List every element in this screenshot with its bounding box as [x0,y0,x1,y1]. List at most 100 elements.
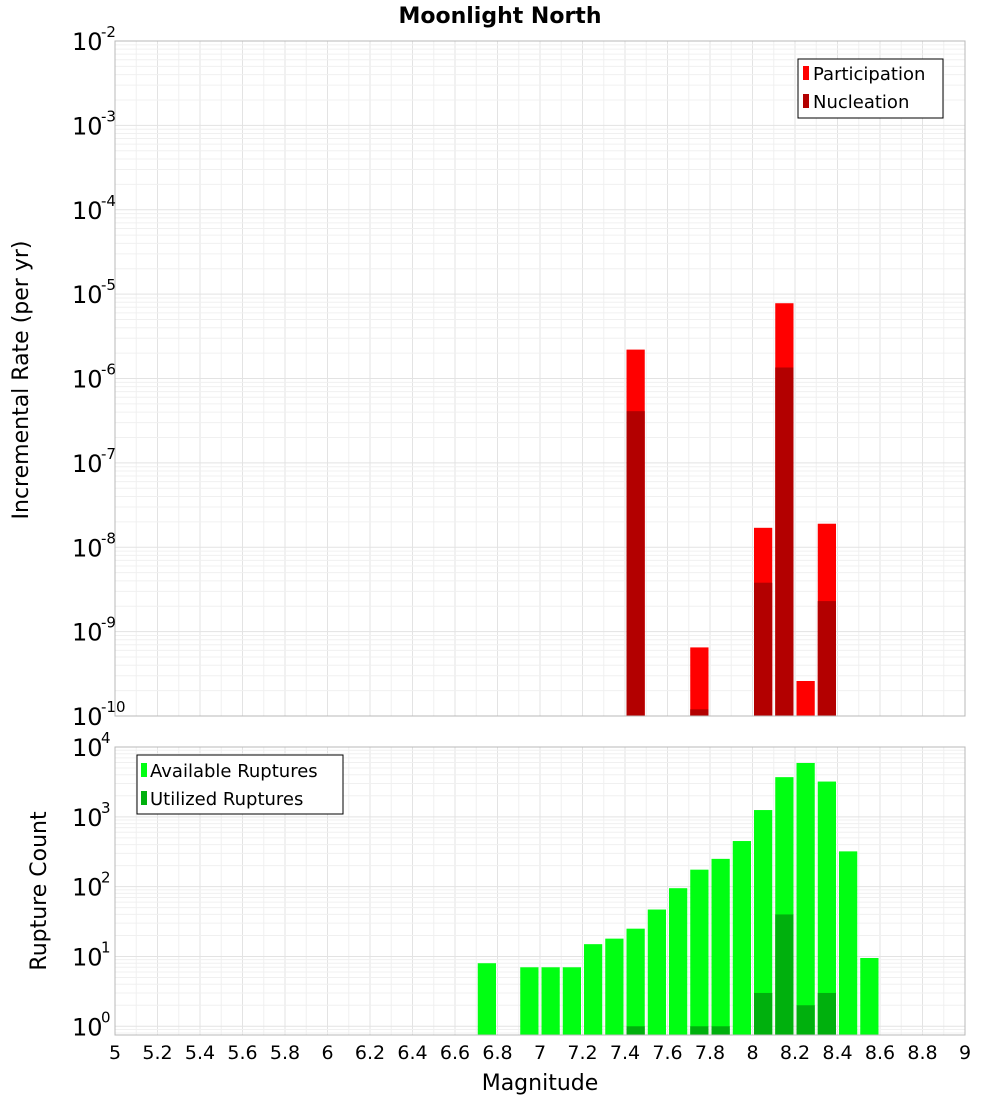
count-bar-utilized-ruptures [690,1026,709,1035]
available-legend-label: Available Ruptures [150,761,318,782]
y-tick-exponent: -9 [101,614,116,632]
participation-legend-swatch [803,66,809,80]
x-tick-label: 6.2 [355,1042,385,1064]
count-bar-available-ruptures [860,958,879,1035]
utilized-legend-swatch [141,791,147,805]
y-tick-exponent: -8 [101,529,116,547]
x-tick-label: 7.2 [567,1042,597,1064]
y-tick-label: 10 [72,197,103,225]
rate-bar-participation [690,647,709,716]
count-bar-available-ruptures [817,781,836,1035]
x-ticks: 5 5.2 5.4 5.6 5.8 6 6.2 6.4 6.6 6.8 7 7.2 7.4 7.6 7.8 8… [109,1042,971,1064]
count-bar-available-ruptures [690,869,709,1035]
count-bar-utilized-ruptures [711,1026,730,1035]
x-tick-label: 7.4 [610,1042,640,1064]
y-tick-label: 10 [72,366,103,394]
x-tick-label: 5.4 [185,1042,215,1064]
y-tick-label: 10 [72,804,103,832]
y-tick-label: 10 [72,450,103,478]
count-bar-available-ruptures [520,967,539,1035]
x-tick-label: 5 [109,1042,121,1064]
nucleation-legend-label: Nucleation [813,92,909,113]
count-bar-available-ruptures [754,810,773,1035]
count-bar-utilized-ruptures [796,1005,815,1035]
participation-legend-label: Participation [813,64,925,85]
rate-grid [114,40,966,717]
x-tick-label: 6.6 [440,1042,470,1064]
count-bars [477,762,879,1035]
y-tick-exponent: -7 [101,445,116,463]
rate-bar-nucleation [817,601,836,716]
y-tick-exponent: -2 [101,23,116,41]
y-tick-label: 10 [72,943,103,971]
count-bar-utilized-ruptures [754,992,773,1035]
count-bar-available-ruptures [477,963,496,1035]
rate-legend: Participation Nucleation [797,58,944,119]
count-bar-available-ruptures [562,967,581,1035]
y-tick-label: 10 [72,619,103,647]
count-bar-available-ruptures [796,762,815,1035]
count-bar-available-ruptures [626,928,645,1035]
y-tick-exponent: -10 [101,698,126,716]
x-tick-label: 8.4 [822,1042,852,1064]
nucleation-legend-swatch [803,94,809,108]
y-tick-label: 10 [72,28,103,56]
x-tick-label: 8 [746,1042,758,1064]
count-plot-frame [114,746,966,1036]
y-tick-exponent: 1 [101,938,111,956]
x-axis-label: Magnitude [482,1071,599,1096]
y-tick-label: 10 [72,534,103,562]
y-tick-label: 10 [72,734,103,762]
count-bar-available-ruptures [732,841,751,1035]
x-tick-label: 7.8 [695,1042,725,1064]
count-bar-available-ruptures [711,858,730,1035]
y-tick-label: 10 [72,112,103,140]
rate-bar-participation [796,680,815,716]
y-tick-exponent: 2 [101,869,111,887]
count-bar-available-ruptures [541,967,560,1035]
count-bar-available-ruptures [584,944,603,1035]
x-tick-label: 9 [959,1042,971,1064]
x-tick-label: 5.6 [227,1042,257,1064]
y-tick-exponent: -6 [101,361,116,379]
rate-bar-nucleation [690,709,709,716]
utilized-legend-label: Utilized Ruptures [150,789,303,810]
count-y-axis-label: Rupture Count [27,811,52,971]
count-bar-available-ruptures [669,888,688,1035]
count-legend: Available Ruptures Utilized Ruptures [136,754,344,815]
count-bar-available-ruptures [605,938,624,1035]
y-tick-exponent: 3 [101,799,111,817]
rate-bar-nucleation [775,367,794,716]
count-bar-available-ruptures [839,851,858,1035]
y-tick-label: 10 [72,1013,103,1041]
y-tick-exponent: -5 [101,276,116,294]
count-bar-utilized-ruptures [775,914,794,1035]
x-tick-label: 6 [321,1042,333,1064]
x-tick-label: 8.6 [865,1042,895,1064]
count-bar-utilized-ruptures [817,992,836,1035]
y-tick-exponent: 0 [101,1008,111,1026]
x-tick-label: 5.2 [142,1042,172,1064]
y-tick-exponent: 4 [101,729,111,747]
y-tick-exponent: -4 [101,192,116,210]
x-tick-label: 5.8 [270,1042,300,1064]
x-tick-label: 8.2 [780,1042,810,1064]
y-tick-exponent: -3 [101,107,116,125]
y-tick-label: 10 [72,281,103,309]
available-legend-swatch [141,763,147,777]
x-tick-label: 8.8 [907,1042,937,1064]
x-tick-label: 6.4 [397,1042,427,1064]
rate-y-axis-label: Incremental Rate (per yr) [9,241,34,520]
rate-bars [626,303,836,716]
rate-plot-frame [114,40,966,717]
rate-bar-nucleation [626,411,645,716]
x-tick-label: 7.6 [652,1042,682,1064]
count-bar-utilized-ruptures [626,1026,645,1035]
y-tick-label: 10 [72,874,103,902]
y-tick-label: 10 [72,703,103,731]
